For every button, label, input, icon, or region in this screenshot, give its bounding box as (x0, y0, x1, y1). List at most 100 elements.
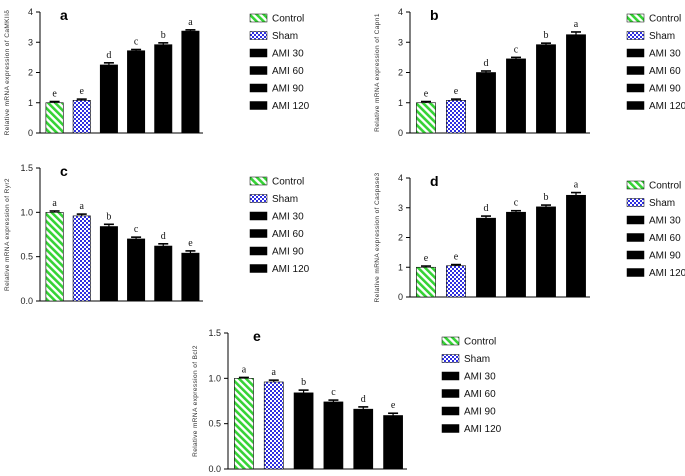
bar-ami-30 (476, 72, 496, 134)
legend-label: AMI 120 (464, 424, 502, 435)
bar-ami-30 (99, 64, 118, 134)
bar-ami-60 (127, 50, 146, 134)
panel-c-chart: 0.0 0.5 1.0 1.5 Relative mRNA expression of … (4, 163, 310, 306)
legend-label: Sham (649, 198, 675, 209)
bar-ami-120 (181, 30, 200, 134)
legend-swatch-ami-60 (626, 66, 645, 75)
bar-sham (72, 215, 91, 302)
y-tick-label: 1 (28, 98, 33, 108)
significance-letter: d (361, 394, 366, 405)
legend-label: Sham (464, 354, 490, 365)
legend-swatch-ami-30 (249, 211, 268, 221)
legend-label: AMI 90 (649, 251, 681, 262)
y-tick-label: 2 (28, 68, 33, 78)
significance-letter: b (161, 30, 166, 41)
bar-ami-60 (323, 401, 344, 470)
y-tick-label: 1.5 (20, 163, 33, 173)
panel-label: c (60, 163, 68, 179)
legend-label: AMI 90 (464, 407, 496, 418)
legend-swatch-ami-30 (441, 371, 460, 381)
legend-label: AMI 60 (649, 233, 681, 244)
y-tick-label: 0.0 (20, 296, 33, 306)
significance-letter: c (514, 198, 519, 209)
y-tick-label: 2 (398, 233, 403, 243)
legend-label: Control (272, 177, 304, 188)
bar-sham (72, 100, 91, 134)
legend-swatch-ami-90 (626, 250, 645, 260)
legend-swatch-ami-120 (441, 424, 460, 433)
bar-ami-90 (154, 245, 173, 302)
legend-swatch-control (626, 13, 645, 23)
significance-letter: a (272, 367, 277, 378)
y-tick-label: 0.0 (208, 464, 221, 474)
legend-swatch-ami-120 (626, 268, 645, 277)
significance-letter: e (424, 89, 429, 100)
legend-label: AMI 30 (649, 49, 681, 60)
bar-ami-30 (99, 226, 118, 302)
y-tick-label: 1 (398, 98, 403, 108)
y-axis-title: Relative mRNA expression of Bcl2 (192, 345, 199, 457)
bar-ami-120 (566, 194, 586, 298)
legend-swatch-ami-30 (626, 48, 645, 58)
legend-label: Control (649, 14, 681, 25)
legend-label: Control (464, 337, 496, 348)
panel-e-chart: 0.0 0.5 1.0 1.5 Relative mRNA expression of … (192, 328, 502, 474)
legend-label: AMI 90 (649, 84, 681, 95)
y-axis-title: Relative mRNA expression of Ryr2 (4, 178, 11, 291)
significance-letter: e (391, 400, 396, 411)
legend-swatch-sham (626, 198, 645, 207)
bar-sham (446, 100, 466, 134)
panel-label: d (430, 173, 439, 189)
legend-label: AMI 120 (272, 264, 310, 275)
bar-control (45, 102, 64, 134)
legend-label: Control (272, 14, 304, 25)
y-axis-title: Relative mRNA expression of Caspase3 (374, 172, 381, 302)
y-tick-label: 3 (28, 37, 33, 47)
bar-ami-30 (476, 217, 496, 298)
significance-letter: c (331, 387, 336, 398)
significance-letter: a (574, 180, 579, 191)
significance-letter: a (574, 19, 579, 30)
significance-letter: a (52, 198, 57, 209)
bar-ami-60 (506, 211, 526, 298)
bar-ami-60 (127, 238, 146, 302)
significance-letter: b (301, 377, 306, 388)
panel-d-chart: 0 1 2 3 4 Relative mRNA expression of Caspase… (374, 172, 685, 302)
legend-swatch-control (626, 180, 645, 190)
legend-swatch-ami-60 (249, 66, 268, 75)
legend-label: Sham (649, 31, 675, 42)
legend-swatch-control (249, 13, 268, 23)
y-tick-label: 1.5 (208, 328, 221, 338)
y-tick-label: 4 (398, 173, 403, 183)
legend-label: AMI 60 (649, 66, 681, 77)
significance-letter: c (134, 224, 139, 235)
legend-label: AMI 30 (272, 212, 304, 223)
bar-ami-120 (566, 34, 586, 134)
significance-letter: d (484, 58, 489, 69)
y-tick-label: 1.0 (20, 207, 33, 217)
legend-label: Control (649, 181, 681, 192)
legend-label: AMI 120 (272, 101, 310, 112)
legend-swatch-ami-90 (249, 83, 268, 93)
significance-letter: d (106, 50, 111, 61)
panel-label: b (430, 7, 439, 23)
legend-swatch-ami-60 (249, 229, 268, 238)
panel-b-chart: 0 1 2 3 4 Relative mRNA expression of Capn1 b e… (374, 7, 685, 138)
y-tick-label: 0.5 (208, 419, 221, 429)
significance-letter: a (80, 201, 85, 212)
legend-label: AMI 60 (272, 229, 304, 240)
y-tick-label: 1.0 (208, 373, 221, 383)
legend-label: Sham (272, 31, 298, 42)
legend-swatch-sham (249, 194, 268, 203)
significance-letter: e (424, 253, 429, 264)
legend-label: AMI 60 (272, 66, 304, 77)
legend-swatch-ami-120 (249, 264, 268, 273)
significance-letter: a (242, 364, 247, 375)
significance-letter: b (544, 192, 549, 203)
y-tick-label: 4 (398, 7, 403, 17)
panel-label: e (253, 328, 261, 344)
significance-letter: b (544, 30, 549, 41)
bar-control (45, 212, 64, 302)
bar-ami-120 (181, 252, 200, 302)
